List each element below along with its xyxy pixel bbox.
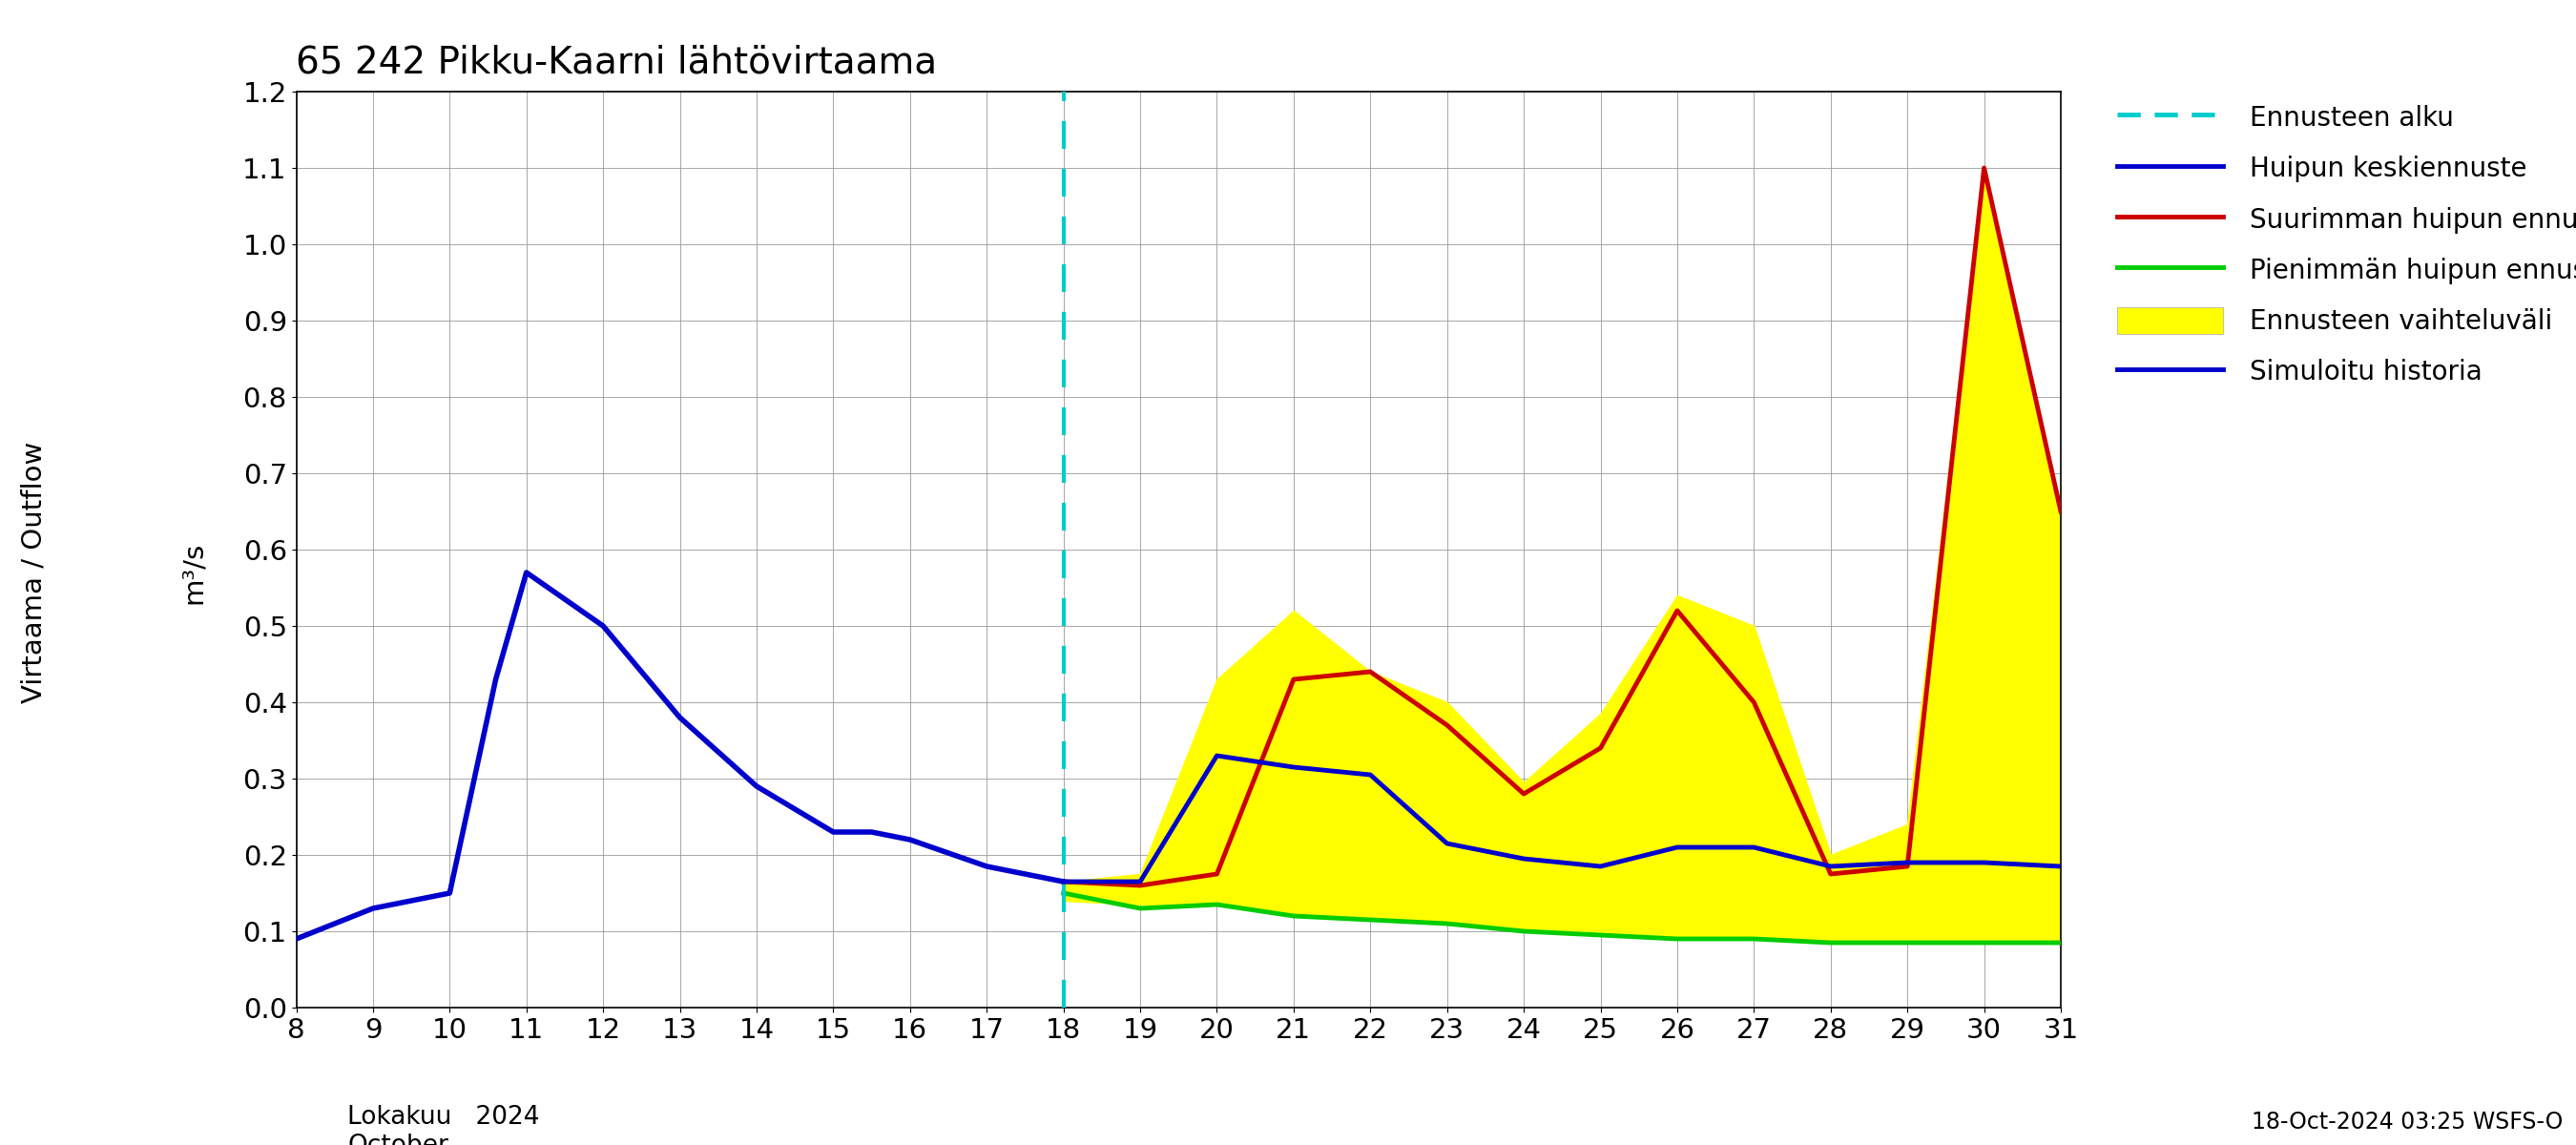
Text: Lokakuu   2024
October: Lokakuu 2024 October [348, 1105, 541, 1145]
Text: 65 242 Pikku-Kaarni lähtövirtaama: 65 242 Pikku-Kaarni lähtövirtaama [296, 45, 938, 80]
Text: Virtaama / Outflow: Virtaama / Outflow [21, 442, 46, 703]
Text: m³/s: m³/s [180, 542, 206, 603]
Legend: Ennusteen alku, Huipun keskiennuste, Suurimman huipun ennuste, Pienimmän huipun : Ennusteen alku, Huipun keskiennuste, Suu… [2110, 96, 2576, 394]
Text: 18-Oct-2024 03:25 WSFS-O: 18-Oct-2024 03:25 WSFS-O [2251, 1111, 2563, 1134]
